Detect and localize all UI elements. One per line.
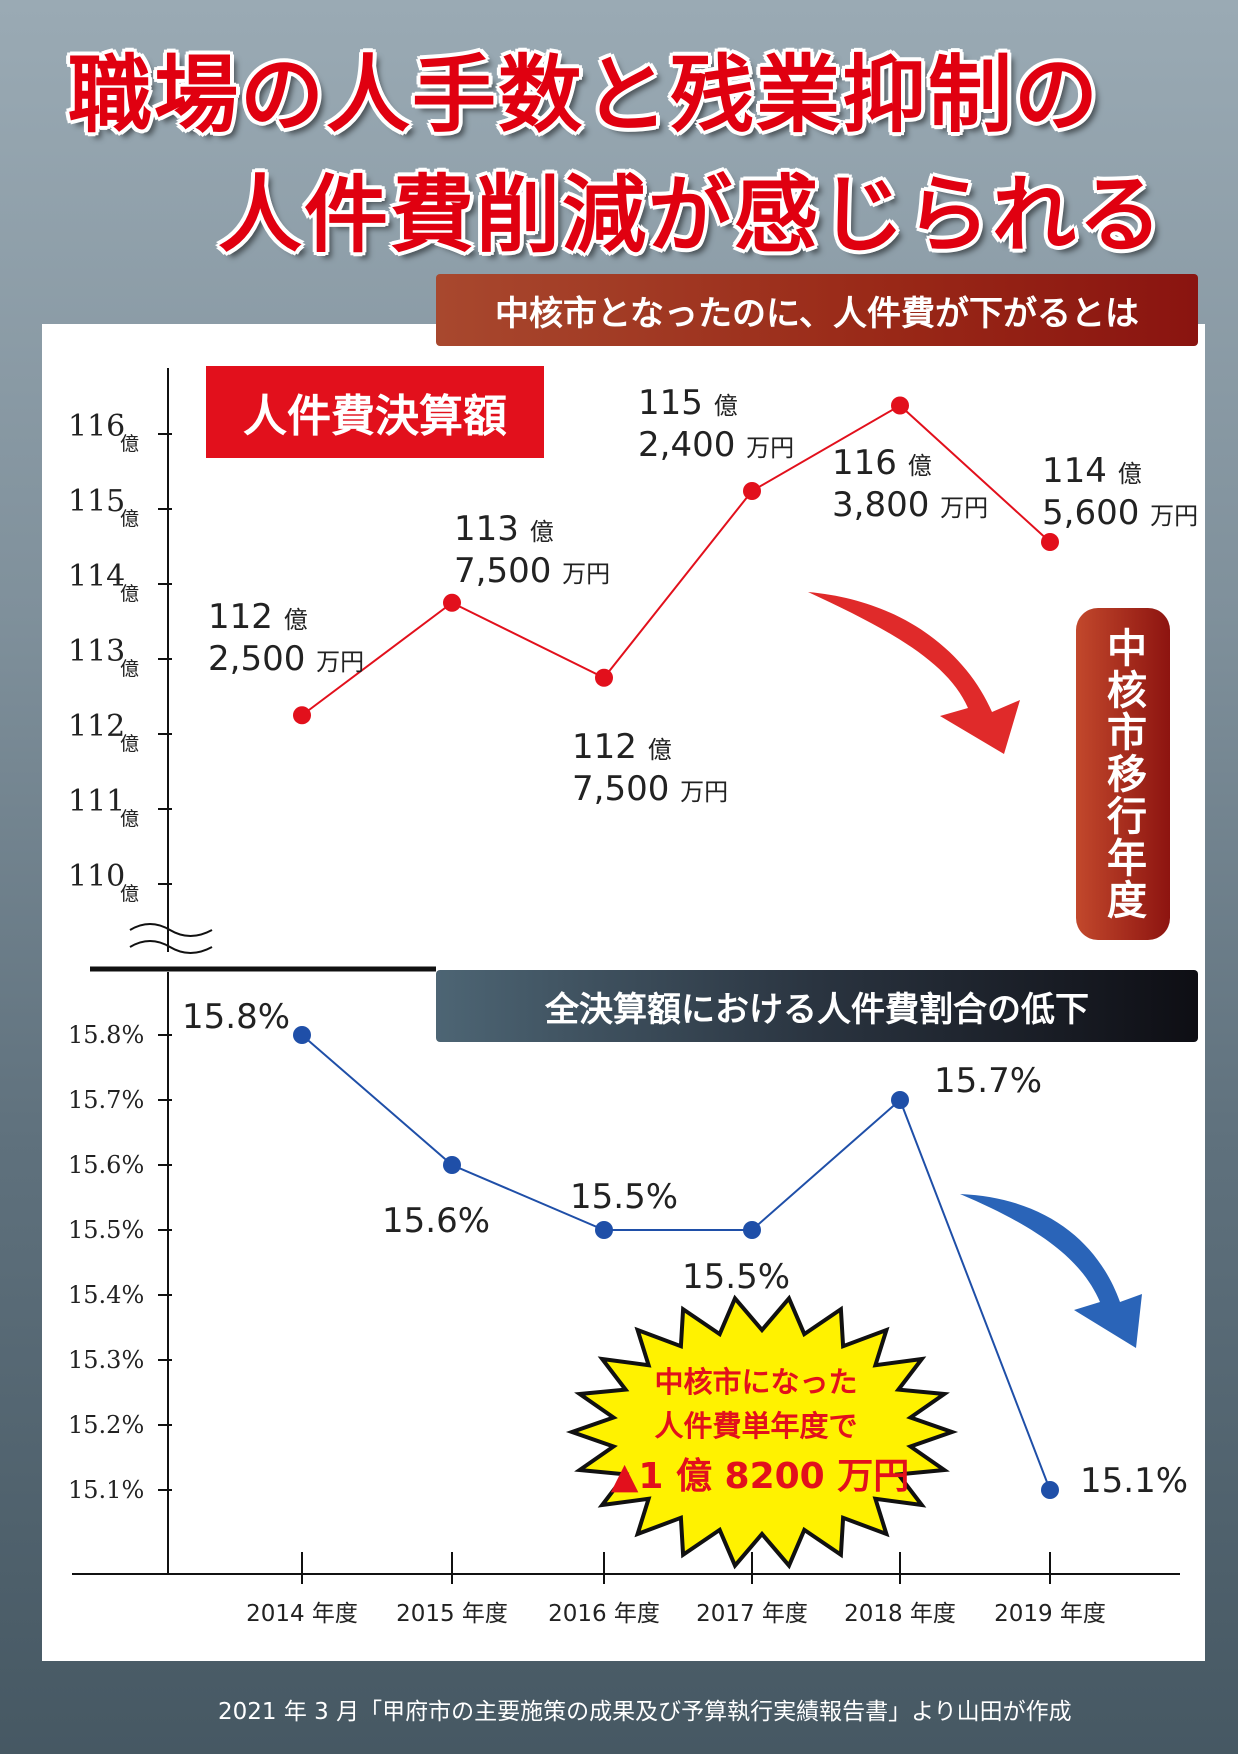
- y-tick-label-bottom: 15.2%: [68, 1411, 144, 1439]
- x-tick-label: 2017 年度: [696, 1601, 808, 1627]
- burst-callout: 中核市になった 人件費単年度で ▲1 億 8200 万円: [565, 1294, 959, 1570]
- top-data-label: 3,800 万円: [832, 485, 988, 525]
- y-tick-label-bottom: 15.6%: [68, 1151, 144, 1179]
- axis-break-mark: [129, 923, 213, 937]
- banner-bottom: 全決算額における人件費割合の低下: [436, 970, 1198, 1042]
- top-data-label: 116 億: [832, 443, 932, 483]
- y-tick-unit-top: 億: [120, 883, 139, 905]
- bottom-data-point: [293, 1026, 311, 1044]
- title-line-2: 人件費削減が感じられる: [218, 166, 1165, 264]
- y-tick-label-bottom: 15.4%: [68, 1281, 144, 1309]
- down-arrow-red: [808, 592, 1020, 754]
- y-tick-unit-top: 億: [120, 733, 139, 755]
- x-tick-label: 2015 年度: [396, 1601, 508, 1627]
- bottom-data-label: 15.8%: [182, 997, 290, 1037]
- y-tick-label-top: 112: [68, 709, 125, 744]
- y-tick-unit-top: 億: [120, 433, 139, 455]
- y-tick-unit-top: 億: [120, 658, 139, 680]
- top-data-label: 7,500 万円: [454, 551, 610, 591]
- top-data-point: [443, 593, 461, 612]
- x-tick-label: 2018 年度: [844, 1601, 956, 1627]
- top-data-label: 113 億: [454, 509, 554, 549]
- bottom-data-point: [595, 1221, 613, 1239]
- bottom-data-label: 15.5%: [682, 1257, 790, 1297]
- burst-line-1: 中核市になった: [654, 1365, 857, 1399]
- banner-top: 中核市となったのに、人件費が下がるとは: [436, 274, 1198, 346]
- x-tick-label: 2014 年度: [246, 1601, 358, 1627]
- top-data-label: 112 億: [208, 597, 308, 637]
- y-tick-unit-top: 億: [120, 508, 139, 530]
- top-data-label: 7,500 万円: [572, 769, 728, 809]
- trend-arrows: [808, 592, 1142, 1348]
- y-tick-label-bottom: 15.1%: [68, 1476, 144, 1504]
- bottom-data-point: [1041, 1481, 1059, 1499]
- down-arrow-blue: [960, 1194, 1142, 1348]
- bottom-data-point: [743, 1221, 761, 1239]
- red-label: 人件費決算額: [206, 366, 544, 458]
- bottom-data-point: [443, 1156, 461, 1174]
- bottom-data-point: [891, 1091, 909, 1109]
- vertical-banner: 中核市移行年度: [1076, 608, 1170, 940]
- top-data-label: 112 億: [572, 727, 672, 767]
- bottom-data-label: 15.5%: [570, 1177, 678, 1217]
- bottom-data-label: 15.6%: [382, 1201, 490, 1241]
- y-tick-label-top: 113: [68, 634, 125, 669]
- top-data-label: 2,400 万円: [638, 425, 794, 465]
- y-tick-label-top: 115: [68, 484, 125, 519]
- top-data-label: 114 億: [1042, 451, 1142, 491]
- burst-line-3: ▲1 億 8200 万円: [611, 1456, 910, 1497]
- y-tick-label-bottom: 15.3%: [68, 1346, 144, 1374]
- top-data-point: [1041, 533, 1059, 551]
- x-tick-label: 2019 年度: [994, 1601, 1106, 1627]
- burst-line-2: 人件費単年度で: [654, 1409, 857, 1443]
- y-tick-label-bottom: 15.7%: [68, 1086, 144, 1114]
- top-data-label: 115 億: [638, 383, 738, 423]
- y-tick-label-top: 111: [68, 784, 125, 819]
- top-data-label: 2,500 万円: [208, 639, 364, 679]
- burst-shape: [565, 1294, 959, 1570]
- footnote: 2021 年 3 月「甲府市の主要施策の成果及び予算執行実績報告書」より山田が作…: [218, 1699, 1072, 1725]
- top-data-point: [293, 706, 311, 725]
- top-data-point: [891, 396, 909, 415]
- y-tick-label-top: 110: [68, 859, 125, 894]
- top-data-label: 5,600 万円: [1042, 493, 1198, 533]
- y-tick-unit-top: 億: [120, 583, 139, 605]
- y-tick-label-top: 116: [68, 409, 125, 444]
- y-tick-label-bottom: 15.5%: [68, 1216, 144, 1244]
- y-tick-label-top: 114: [68, 559, 125, 594]
- bottom-data-label: 15.7%: [934, 1061, 1042, 1101]
- y-tick-label-bottom: 15.8%: [68, 1021, 144, 1049]
- x-tick-label: 2016 年度: [548, 1601, 660, 1627]
- axis-break-mark: [129, 940, 213, 954]
- chart-axes: 110億111億112億113億114億115億116億15.1%15.2%15…: [68, 368, 1180, 1627]
- top-data-point: [743, 482, 761, 500]
- bottom-series-line: [301, 1034, 1051, 1491]
- title-line-1: 職場の人手数と残業抑制の: [68, 46, 1101, 144]
- top-data-point: [595, 668, 613, 687]
- top-series-line: [301, 404, 1051, 717]
- bottom-series: 15.8% 15.6% 15.5%15.5% 15.7% 15.1%: [182, 997, 1188, 1501]
- y-tick-unit-top: 億: [120, 808, 139, 830]
- bottom-data-label: 15.1%: [1080, 1461, 1188, 1501]
